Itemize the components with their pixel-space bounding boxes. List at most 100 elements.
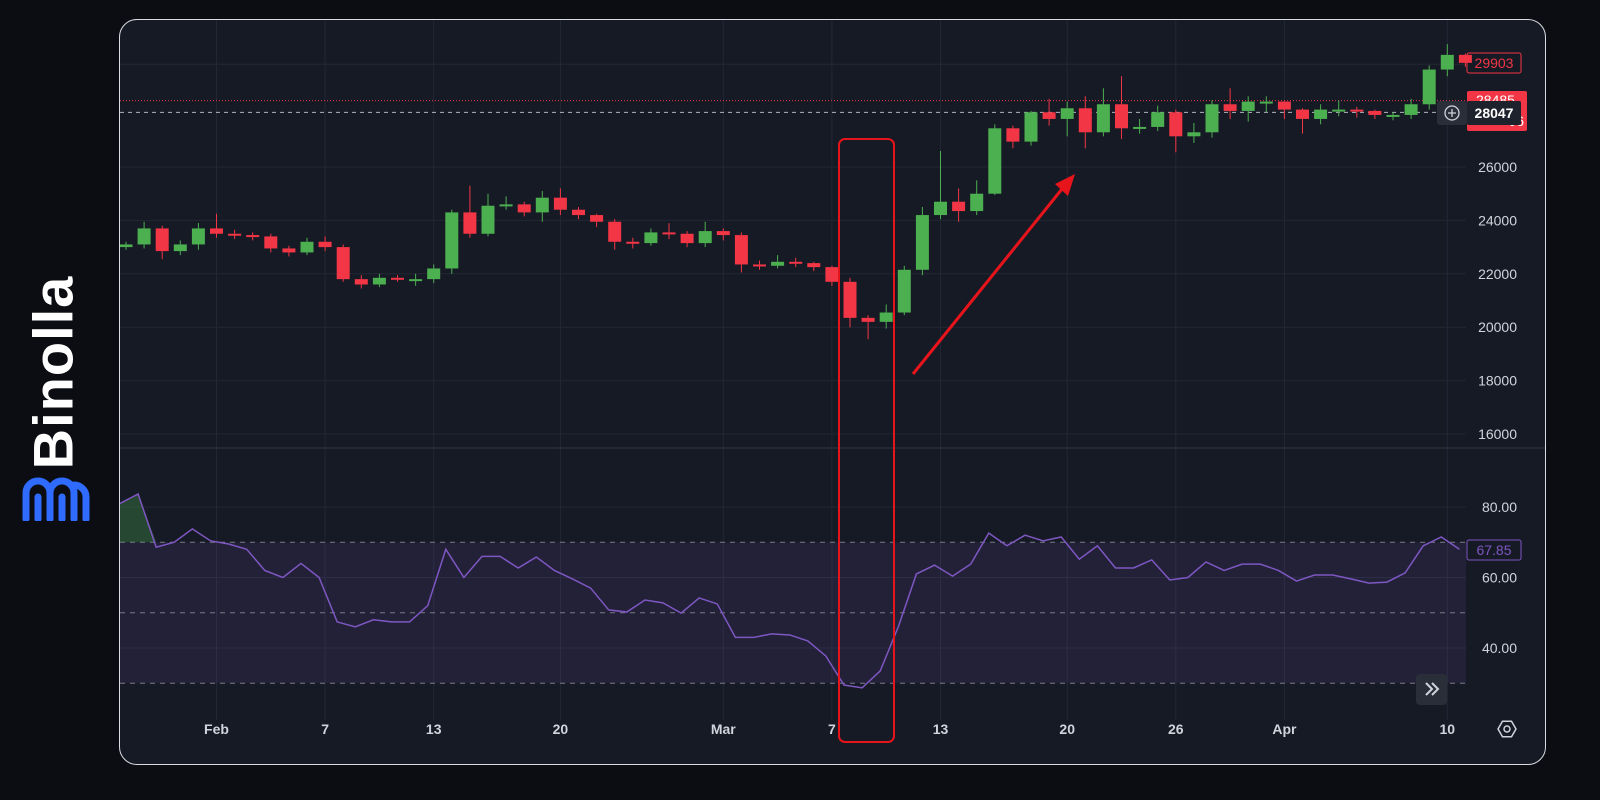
candle [861,315,875,340]
candle [1458,53,1472,67]
candle [1006,125,1020,149]
candle [789,257,803,268]
candle [1133,118,1147,134]
candle [988,124,1002,196]
candle-body [807,263,821,268]
time-axis-label: 20 [1059,721,1075,737]
candle [934,150,947,220]
candle-body [463,212,477,234]
candle [120,241,133,250]
candle-body [155,228,169,252]
price-axis-label: 26000 [1478,159,1517,175]
candle-body [608,221,622,242]
candle [409,273,423,286]
candle [698,221,712,248]
candle [173,240,187,256]
candle-body [1458,54,1472,63]
candle [1024,110,1038,146]
candle [282,245,296,257]
candle-body [173,244,187,252]
candle-body [1350,109,1364,112]
price-axis-label: 22000 [1478,266,1517,282]
rsi-value-label-box [1466,539,1522,561]
binolla-logo-icon [22,477,90,521]
candle-body [789,261,803,264]
candle [391,275,404,282]
candle [481,193,495,237]
candle [1223,88,1237,119]
candle [1440,44,1454,77]
candle-body [1151,112,1165,127]
candle-body [336,247,350,280]
candle-body [753,264,766,267]
candle-body [915,215,929,270]
candle-body [1440,54,1454,70]
candle-body [354,279,368,285]
candle [897,265,911,316]
trading-chart[interactable]: 16000 18000 20000 22000 24000 26000 40.00 60.00… [120,20,1545,764]
brand-name: Binolla [21,275,85,470]
candle [535,191,549,222]
price-axis-label: 16000 [1478,426,1517,442]
high-price-label-box [1466,52,1522,74]
time-axis-label: Apr [1272,721,1297,737]
trend-arrow-shaft [911,188,1064,375]
highlight-box [838,138,895,743]
candles [120,44,1472,340]
candle [318,236,332,252]
candle [680,231,694,248]
candle-body [517,204,531,213]
candle [771,255,785,269]
candle-body [1078,108,1092,133]
candle-body [662,232,676,235]
time-axis-label: 20 [553,721,569,737]
candle [1259,96,1273,113]
candle [1277,100,1291,119]
candle-body [1024,112,1038,142]
candle [517,201,531,217]
candle [354,275,368,289]
candle [1404,98,1418,119]
candle [1332,100,1346,117]
candle-body [372,277,386,285]
crosshair-price-label-box [1467,101,1521,125]
candle-body [264,236,278,249]
candle [155,225,169,260]
candle-body [952,201,966,212]
candle-body [1133,126,1147,129]
price-axis-label: 18000 [1478,373,1517,389]
candle-body [626,241,640,244]
price-axis-label: 20000 [1478,319,1517,335]
candle-body [191,228,205,245]
grid-lines [120,20,1466,720]
candle-body [825,267,839,282]
time-axis-label: 7 [828,721,836,737]
rsi-value-label: 67.85 [1476,542,1511,558]
candle-body [1386,114,1400,117]
plus-circle-icon [1444,105,1460,121]
candle-body [1368,110,1382,115]
candle-body [1259,101,1273,104]
arrow-head-icon [1055,174,1075,196]
candle [1350,106,1364,118]
candle-body [680,233,694,244]
double-chevron-right-icon [1425,682,1440,696]
candle-body [1332,109,1346,112]
candle-body [427,268,441,280]
candle [590,213,604,228]
candle-body [970,193,984,212]
candle-body [1006,128,1020,142]
hexagon-settings-icon[interactable] [1497,720,1517,738]
candle [753,260,766,270]
candle [137,221,151,249]
candle [1241,96,1255,122]
candle [1096,88,1110,137]
candle-body [1169,112,1183,137]
candle-body [1042,112,1056,119]
candle [1187,122,1201,143]
candle-body [300,241,314,253]
candle-body [1314,109,1328,119]
candle-body [409,279,423,282]
candle [246,232,260,241]
time-axis-label: 13 [426,721,442,737]
